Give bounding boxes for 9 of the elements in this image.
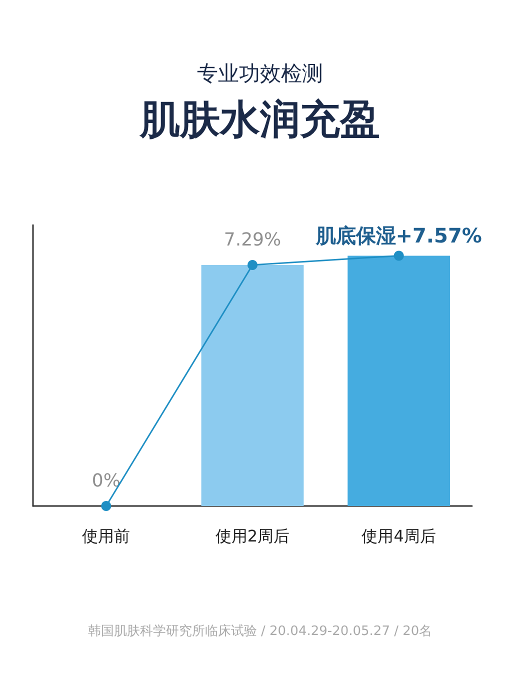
chart-subtitle: 专业功效检测	[197, 62, 323, 86]
data-label: 7.29%	[224, 230, 282, 250]
x-tick-label: 使用2周后	[215, 526, 290, 546]
text: 韩国肌肤科学研究所临床试验 / 20.04.29-20.05.27 / 20名	[88, 624, 432, 639]
x-tick-label: 使用前	[82, 526, 130, 546]
x-tick-label: 使用4周后	[362, 526, 436, 546]
data-label: 0%	[92, 470, 120, 492]
data-label: 肌底保湿+7.57%	[314, 224, 482, 248]
chart-title: 肌肤水润充盈	[139, 97, 380, 143]
